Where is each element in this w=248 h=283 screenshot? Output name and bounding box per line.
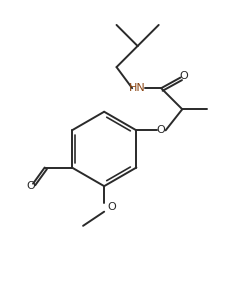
Text: HN: HN [129,83,146,93]
Text: O: O [157,125,166,135]
Text: O: O [179,71,188,81]
Text: O: O [27,181,35,191]
Text: O: O [107,202,116,212]
